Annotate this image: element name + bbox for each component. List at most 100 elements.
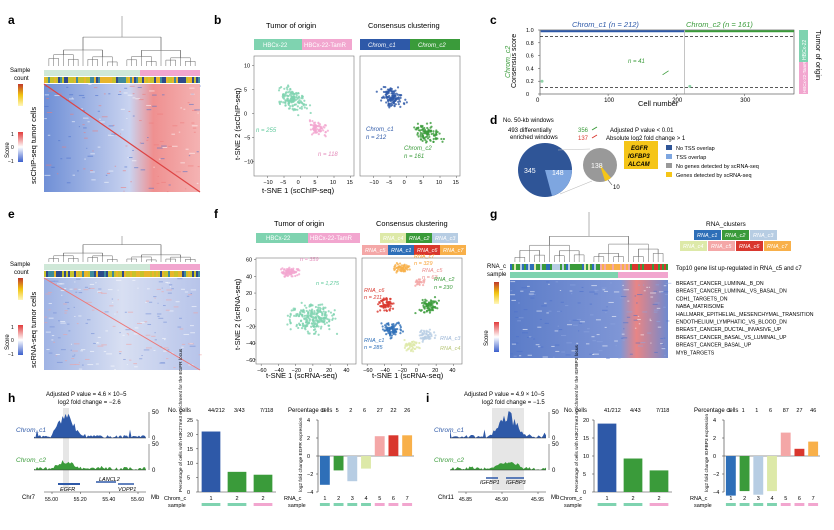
heatmap-cell <box>74 281 76 283</box>
heatmap-cell <box>70 113 74 115</box>
count-cell <box>140 271 142 277</box>
legend-chrom-c1-label: Chrom_c1 <box>368 43 396 49</box>
annotation-cell <box>604 264 606 270</box>
legend-rna-cluster <box>764 241 791 251</box>
point-chrom-c1 <box>384 90 387 94</box>
panel-c: c Chrom_c1 (n = 212) Chrom_c2 (n = 161) … <box>490 13 823 108</box>
y-axis-label: scRNA-seq tumor cells <box>29 291 38 368</box>
heatmap-cell <box>158 317 164 319</box>
heatmap-cell <box>163 321 167 323</box>
point-rna-c5 <box>422 283 425 287</box>
point-hbcx22 <box>291 104 294 107</box>
count-cell <box>186 271 188 277</box>
heatmap-cell <box>78 315 82 317</box>
heatmap-cell <box>643 284 645 286</box>
bar-header-value: 6 <box>363 408 366 414</box>
y-tick-label: −40 <box>246 341 255 347</box>
heatmap-cell <box>594 290 597 292</box>
count-cell <box>44 77 46 83</box>
cluster-c2-name: Chrom_c2 <box>404 146 432 152</box>
heatmap-cell <box>123 358 126 360</box>
x-tick-label: 10 <box>436 180 442 186</box>
heatmap-cell <box>635 302 638 304</box>
point-hbcx22 <box>299 309 303 312</box>
heatmap-cell <box>561 351 565 353</box>
y-tick-label: −2 <box>307 472 313 478</box>
heatmap-cell <box>151 335 156 337</box>
point-hbcx22 <box>303 99 306 102</box>
heatmap-cell <box>622 284 624 286</box>
dendrogram-branch <box>165 59 176 66</box>
x-tick-label: −10 <box>263 180 272 186</box>
point-chrom-c2 <box>421 139 424 142</box>
heatmap-cell <box>70 349 72 351</box>
heatmap-cell <box>510 294 516 296</box>
heatmap-cell <box>108 125 114 127</box>
point-hbcx22 <box>304 328 307 331</box>
heatmap-cell <box>663 337 666 339</box>
bar <box>402 435 413 456</box>
bar-header-value: 0 <box>322 408 325 414</box>
point-chrom-c1 <box>394 97 398 100</box>
y-tick-label: 4 <box>307 418 310 424</box>
annotation-cell <box>562 272 564 278</box>
dendrogram-branch <box>63 49 103 66</box>
annotation-cell <box>578 272 580 278</box>
heatmap-cell <box>583 331 590 333</box>
bar <box>739 456 750 492</box>
point-tamr <box>316 125 320 128</box>
panel-h: h Adjusted P value = 4.6 × 10−5 log2 fol… <box>8 348 414 509</box>
annotation-cell <box>586 264 588 270</box>
point-hbcx22 <box>313 316 316 319</box>
gene-label: IGFBP1 <box>480 480 500 486</box>
heatmap-cell <box>93 87 98 89</box>
point-rna-c6 <box>386 301 389 304</box>
bar <box>374 436 385 456</box>
score-colorbar <box>494 322 499 352</box>
heatmap-cell <box>153 296 157 298</box>
sample-strip <box>808 503 819 506</box>
y-tick-label: 2 <box>307 436 310 442</box>
title-chrom-c1: Chrom_c1 (n = 212) <box>572 20 639 29</box>
heatmap-cell <box>83 168 86 170</box>
count-cell <box>70 77 72 83</box>
heatmap-cell <box>78 292 83 294</box>
point-chrom-c1 <box>386 96 389 99</box>
heatmap-cell <box>72 350 78 352</box>
gene-list-item: MYB_TARGETS <box>676 350 715 356</box>
heatmap-cell <box>614 340 618 342</box>
heatmap-cell <box>66 86 69 88</box>
point-tamr <box>311 120 314 123</box>
point-chrom-c1 <box>384 86 387 89</box>
heatmap-cell <box>518 317 524 319</box>
heatmap-cell <box>569 320 571 322</box>
heatmap-cell <box>104 181 109 183</box>
heatmap-cell <box>546 281 550 283</box>
point-chrom-c1 <box>394 94 397 97</box>
y-tick-label: 1.0 <box>526 28 534 34</box>
point-hbcx22 <box>333 309 336 312</box>
bar-category-label: 6 <box>798 496 801 502</box>
point-rna-c3 <box>430 334 433 338</box>
heatmap-cell <box>89 287 95 289</box>
dendrogram-branch <box>598 253 619 262</box>
point-chrom-c2 <box>416 133 419 136</box>
heatmap-cell <box>589 291 595 293</box>
heatmap-cell <box>183 108 186 110</box>
heatmap-cell <box>142 93 146 95</box>
n-tamr: n = 118 <box>318 152 338 158</box>
point-chrom-c2 <box>426 137 430 140</box>
heatmap-cell <box>163 339 166 341</box>
row-label-sample: sample <box>487 272 507 278</box>
point-chrom-c1 <box>387 104 390 107</box>
point-tamr <box>287 268 290 271</box>
heatmap-cell <box>548 310 552 312</box>
heatmap-cell <box>46 349 50 351</box>
point-hbcx22 <box>314 322 317 326</box>
point-hbcx22 <box>324 306 327 309</box>
point-tamr <box>322 129 325 132</box>
point-tamr <box>317 133 320 136</box>
y-tick-label: 0 <box>713 454 716 460</box>
annotation-cell <box>524 272 526 278</box>
